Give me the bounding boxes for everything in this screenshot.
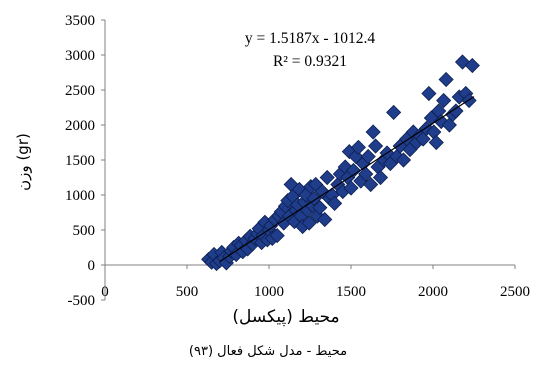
y-axis-label: وزن (gr) xyxy=(14,133,32,191)
data-point xyxy=(428,134,444,151)
y-tick-label: 2000 xyxy=(65,118,95,134)
y-tick-label: 0 xyxy=(88,258,96,274)
y-tick-label: -500 xyxy=(68,293,96,309)
data-point xyxy=(343,180,359,196)
trendline-equation: y = 1.5187x - 1012.4 xyxy=(245,30,375,47)
y-tick-label: 2500 xyxy=(65,83,95,99)
y-tick-label: 1000 xyxy=(65,188,95,204)
y-tick-label: 500 xyxy=(73,223,96,239)
x-tick-label: 2000 xyxy=(418,284,448,300)
data-point xyxy=(368,138,384,154)
x-tick-label: 0 xyxy=(101,284,109,300)
y-tick-label: 3500 xyxy=(65,13,95,29)
data-point xyxy=(350,139,366,155)
data-point xyxy=(395,152,412,168)
data-point xyxy=(386,104,402,120)
data-point xyxy=(421,85,437,102)
trendline xyxy=(219,96,475,262)
data-point xyxy=(319,169,335,186)
data-point xyxy=(436,92,452,109)
data-point xyxy=(448,103,464,119)
data-point xyxy=(365,124,381,140)
data-point xyxy=(360,148,376,165)
data-point xyxy=(345,162,362,179)
scatter-chart: 3500 3000 2500 2000 1500 1000 500 0 -500 0 500 1000… xyxy=(14,13,530,327)
y-tick-label: 3000 xyxy=(65,48,95,64)
axes xyxy=(101,19,516,301)
data-points xyxy=(201,54,480,272)
x-tick-label: 1000 xyxy=(254,284,284,300)
data-point xyxy=(269,228,285,244)
x-tick-label: 500 xyxy=(176,284,199,300)
y-tick-label: 1500 xyxy=(65,153,95,169)
data-point xyxy=(363,176,379,193)
x-axis-label: محیط (پیکسل) xyxy=(232,307,339,327)
tick-labels: 3500 3000 2500 2000 1500 1000 500 0 -500 0 500 1000… xyxy=(65,13,530,309)
x-tick-label: 2500 xyxy=(500,284,530,300)
figure-caption: محیط - مدل شکل فعال (۹۳) xyxy=(188,344,348,359)
data-point xyxy=(312,200,328,216)
data-point xyxy=(464,57,480,74)
data-point xyxy=(372,169,389,186)
x-tick-label: 1500 xyxy=(336,284,366,300)
data-point xyxy=(317,211,333,228)
trendline-r2: R² = 0.9321 xyxy=(273,53,347,70)
data-point xyxy=(358,166,374,182)
data-point xyxy=(327,195,343,211)
data-point xyxy=(301,215,317,231)
trendline-group xyxy=(219,96,475,262)
data-point xyxy=(438,71,454,88)
